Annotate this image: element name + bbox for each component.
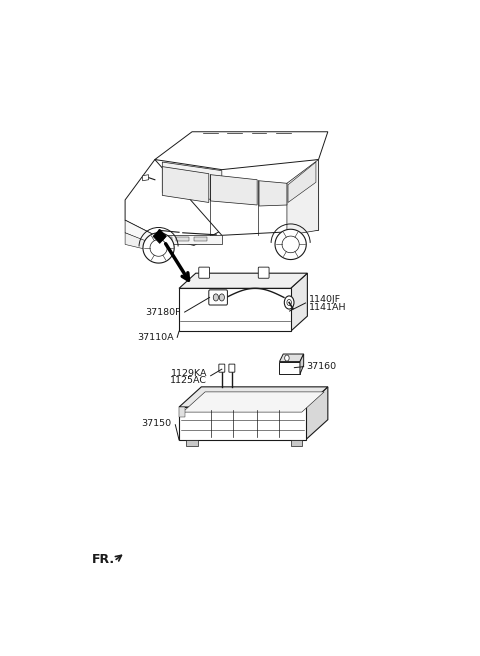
Polygon shape [300, 354, 304, 374]
Text: 1141AH: 1141AH [309, 302, 346, 312]
Text: 1140JF: 1140JF [309, 295, 341, 304]
Polygon shape [125, 159, 222, 245]
Polygon shape [143, 174, 148, 181]
Polygon shape [183, 392, 324, 412]
Text: 1129KA: 1129KA [171, 369, 207, 379]
Text: 1125AC: 1125AC [170, 377, 207, 385]
Polygon shape [279, 361, 300, 374]
Circle shape [284, 296, 294, 309]
Text: 37180F: 37180F [145, 308, 181, 317]
FancyBboxPatch shape [229, 364, 235, 372]
FancyBboxPatch shape [258, 267, 269, 278]
Polygon shape [153, 229, 167, 243]
Polygon shape [155, 132, 328, 170]
Polygon shape [179, 407, 305, 440]
FancyBboxPatch shape [199, 267, 210, 278]
Polygon shape [290, 273, 307, 331]
Circle shape [287, 299, 291, 306]
Polygon shape [125, 233, 155, 251]
Polygon shape [282, 236, 299, 253]
Polygon shape [179, 273, 307, 289]
Text: FR.: FR. [92, 553, 115, 566]
Polygon shape [194, 237, 207, 241]
Polygon shape [179, 387, 328, 407]
Polygon shape [179, 407, 185, 417]
Text: 37110A: 37110A [137, 333, 173, 342]
Polygon shape [155, 236, 222, 245]
Polygon shape [211, 174, 257, 205]
Polygon shape [259, 181, 287, 206]
Polygon shape [287, 159, 319, 236]
Polygon shape [177, 237, 190, 241]
Polygon shape [125, 220, 155, 245]
Text: 37150: 37150 [142, 419, 172, 428]
Polygon shape [186, 440, 198, 446]
Polygon shape [143, 233, 174, 263]
Polygon shape [155, 159, 319, 236]
Circle shape [285, 355, 289, 361]
Polygon shape [162, 167, 209, 203]
Polygon shape [279, 354, 304, 361]
FancyBboxPatch shape [209, 290, 228, 305]
Text: 37160: 37160 [307, 362, 337, 371]
Polygon shape [179, 289, 290, 331]
Polygon shape [150, 239, 167, 256]
Polygon shape [158, 237, 172, 241]
Polygon shape [288, 162, 316, 203]
Polygon shape [290, 440, 302, 446]
Circle shape [213, 294, 218, 301]
Circle shape [219, 294, 225, 301]
Polygon shape [162, 162, 222, 201]
Polygon shape [305, 387, 328, 440]
FancyBboxPatch shape [219, 364, 225, 372]
Polygon shape [275, 229, 306, 260]
